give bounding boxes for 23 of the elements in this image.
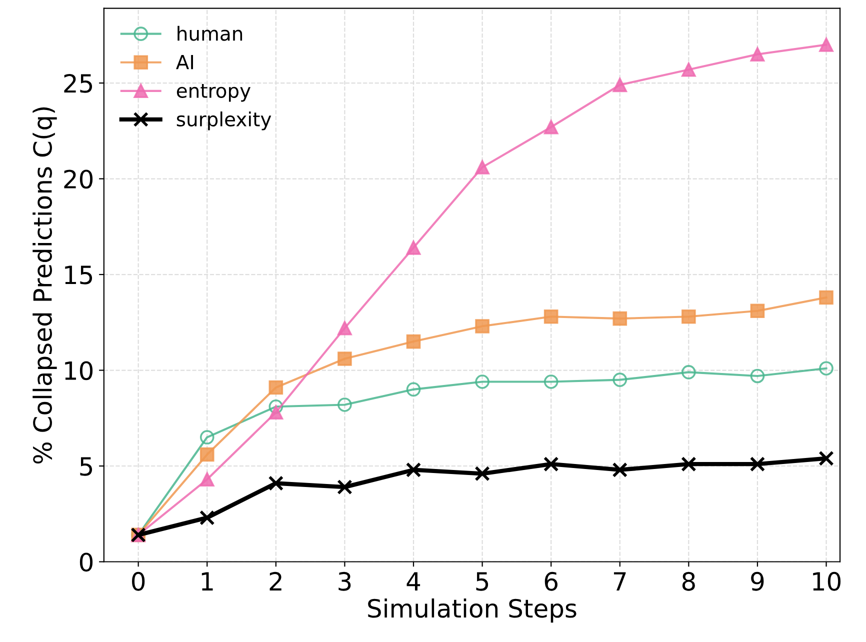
y-tick-label: 15 <box>65 266 92 284</box>
legend-label: human <box>178 26 242 41</box>
x-tick-label: 4 <box>406 572 420 590</box>
x-axis-title: Simulation Steps <box>368 598 576 623</box>
y-axis-title: % Collapsed Predictions C(q) <box>32 107 57 464</box>
x-tick-label: 8 <box>682 572 695 591</box>
legend-label: AI <box>176 54 193 70</box>
x-tick-label: 10 <box>813 572 841 591</box>
x-tick-label: 1 <box>202 572 213 590</box>
y-tick-label: 20 <box>64 170 93 189</box>
x-tick-label: 2 <box>270 572 282 590</box>
y-tick-label: 10 <box>65 361 93 380</box>
y-tick-label: 5 <box>80 457 92 476</box>
x-tick-label: 7 <box>614 572 626 590</box>
x-tick-label: 9 <box>751 572 764 591</box>
legend-label: entropy <box>176 84 250 102</box>
y-tick-label: 25 <box>64 74 92 93</box>
x-tick-label: 6 <box>544 572 558 591</box>
legend-label: surplexity <box>176 111 272 130</box>
x-tick-label: 5 <box>476 572 488 591</box>
y-tick-label: 0 <box>80 552 93 572</box>
x-tick-label: 0 <box>132 572 145 591</box>
x-tick-label: 3 <box>338 572 351 591</box>
